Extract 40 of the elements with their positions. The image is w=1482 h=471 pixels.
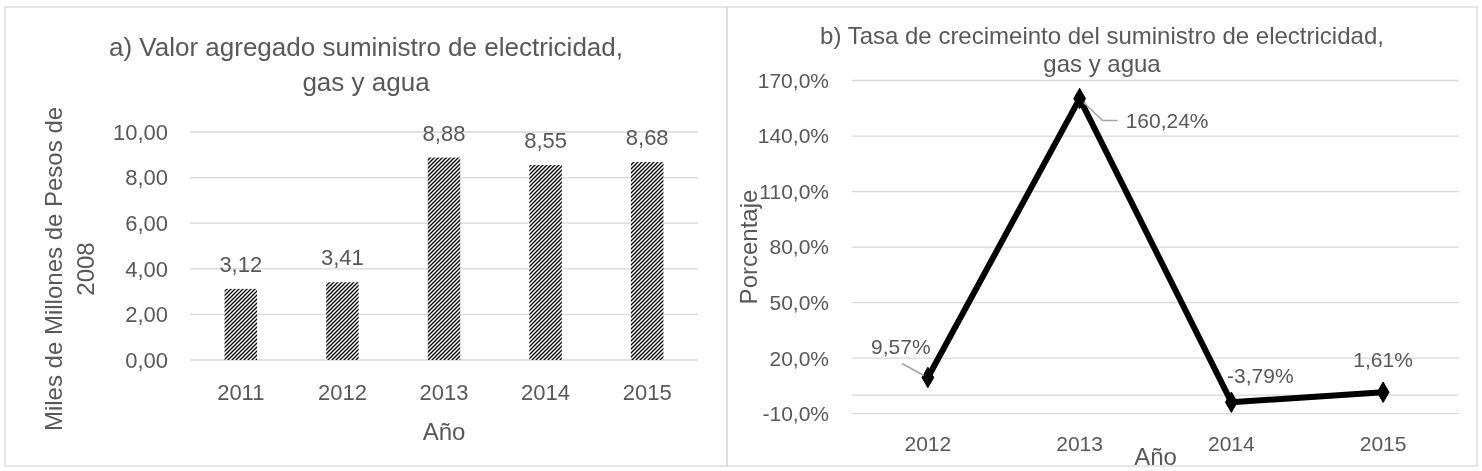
x-tick-label: 2015 xyxy=(622,380,672,405)
x-axis-title: Año xyxy=(1134,443,1177,470)
y-tick-label: 6,00 xyxy=(125,210,168,236)
data-label: 8,88 xyxy=(422,120,466,146)
y-tick-label: 80,0% xyxy=(769,235,829,259)
y-tick-label: -10,0% xyxy=(762,402,829,426)
data-label: 3,41 xyxy=(320,245,364,271)
data-label: 3,12 xyxy=(219,251,263,277)
y-tick-label: 140,0% xyxy=(757,124,829,148)
y-axis-title: Porcentaje xyxy=(735,189,762,305)
data-label: 8,55 xyxy=(524,128,568,154)
x-tick-label: 2011 xyxy=(217,380,265,405)
x-axis-title: Año xyxy=(422,418,466,445)
chart-title: a) Valor agregado suministro de electricidad, gas y agua xyxy=(108,32,624,97)
bar xyxy=(224,288,258,360)
x-tick-label: 2013 xyxy=(419,380,469,405)
x-tick-label: 2014 xyxy=(521,380,571,405)
y-axis-title: Miles de Millones de Pesos de 2008 xyxy=(40,106,99,432)
y-tick-label: 10,00 xyxy=(112,119,168,145)
data-label: 8,68 xyxy=(625,125,669,151)
y-tick-label: 20,0% xyxy=(769,346,829,370)
y-tick-label: 110,0% xyxy=(759,179,829,203)
bar xyxy=(529,165,562,360)
data-label: -3,79% xyxy=(1227,364,1294,388)
x-tick-label: 2014 xyxy=(1208,432,1256,455)
y-tick-label: 4,00 xyxy=(125,256,168,282)
bar xyxy=(326,282,359,360)
y-tick-label: 2,00 xyxy=(125,302,168,328)
bar xyxy=(427,157,461,360)
x-tick-label: 2013 xyxy=(1056,432,1103,455)
x-tick-label: 2012 xyxy=(317,380,367,405)
y-tick-label: 0,00 xyxy=(125,347,168,373)
data-label: 1,61% xyxy=(1353,348,1413,372)
x-tick-label: 2015 xyxy=(1359,432,1407,455)
bar xyxy=(630,162,664,360)
data-label: 9,57% xyxy=(871,335,931,359)
y-tick-label: 8,00 xyxy=(125,165,168,191)
data-label: 160,24% xyxy=(1125,108,1209,132)
x-tick-label: 2012 xyxy=(904,432,952,455)
y-tick-label: 50,0% xyxy=(769,290,829,314)
